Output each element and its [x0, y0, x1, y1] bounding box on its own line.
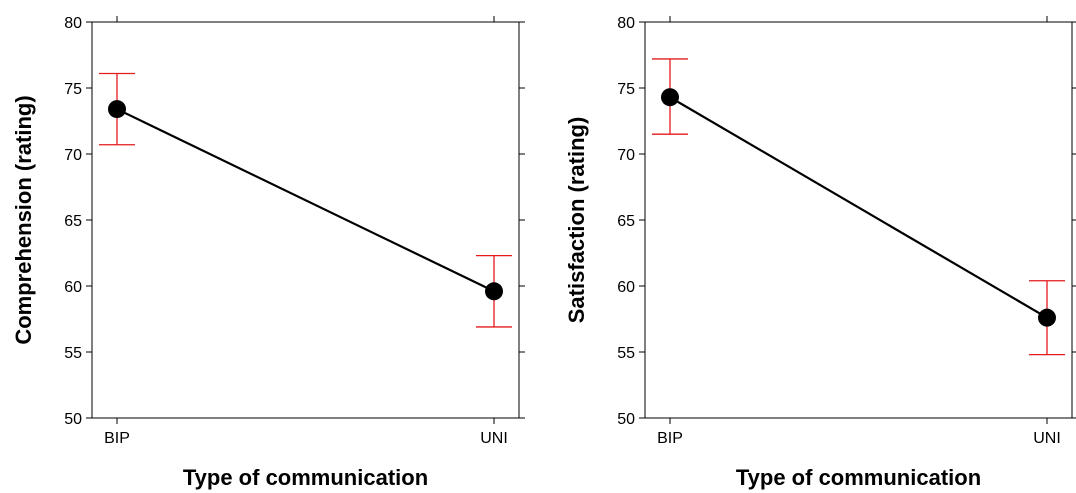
plot-frame — [644, 21, 1073, 419]
y-tick-label: 65 — [64, 213, 82, 230]
data-point — [485, 282, 503, 301]
y-tick-label: 75 — [617, 81, 635, 98]
x-tick-label: BIP — [104, 430, 130, 447]
data-point — [1038, 308, 1056, 327]
y-tick-label: 55 — [64, 345, 82, 362]
y-tick-label: 80 — [617, 15, 635, 32]
x-tick-label: UNI — [480, 430, 508, 447]
y-tick-label: 50 — [64, 411, 82, 428]
x-axis-ticks: BIP UNI — [104, 16, 508, 447]
y-axis-ticks: 50 55 60 65 70 75 80 — [617, 15, 1076, 428]
x-axis-ticks: BIP UNI — [657, 16, 1061, 447]
chart-panel-comprehension: 50 55 60 65 70 75 80 BIP UNI Type of communicat… — [11, 15, 525, 490]
data-point — [661, 88, 679, 107]
x-axis-title: Type of communication — [183, 465, 428, 490]
y-tick-label: 80 — [64, 15, 82, 32]
series-line — [116, 108, 495, 293]
x-axis-title: Type of communication — [736, 465, 981, 490]
x-tick-label: UNI — [1033, 430, 1061, 447]
chart-panel-satisfaction: 50 55 60 65 70 75 80 BIP UNI Type of communicat… — [564, 15, 1076, 490]
data-point — [108, 100, 126, 119]
y-axis-title: Satisfaction (rating) — [564, 117, 589, 324]
data-marks — [652, 58, 1065, 356]
y-tick-label: 70 — [64, 147, 82, 164]
plot-frame — [91, 21, 520, 419]
y-tick-label: 60 — [64, 279, 82, 296]
y-tick-label: 75 — [64, 81, 82, 98]
y-tick-label: 55 — [617, 345, 635, 362]
x-tick-label: BIP — [657, 430, 683, 447]
y-tick-label: 65 — [617, 213, 635, 230]
y-tick-label: 60 — [617, 279, 635, 296]
series-line — [669, 96, 1048, 319]
y-axis-title: Comprehension (rating) — [11, 95, 36, 344]
data-marks — [99, 72, 512, 328]
y-tick-label: 50 — [617, 411, 635, 428]
y-tick-label: 70 — [617, 147, 635, 164]
y-axis-ticks: 50 55 60 65 70 75 80 — [64, 15, 525, 428]
